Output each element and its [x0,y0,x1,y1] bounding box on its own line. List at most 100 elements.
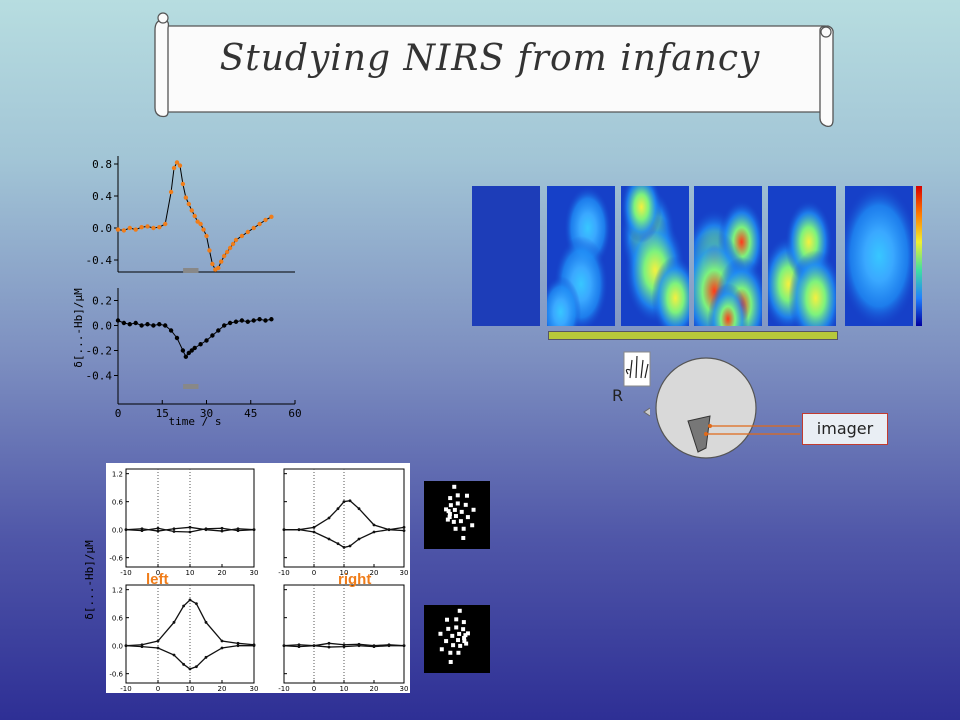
data-point [216,328,221,333]
data-point [163,323,168,328]
data-point [151,323,156,328]
y-tick-label: 1.2 [112,587,123,595]
data-point [172,530,176,533]
checker-cell [439,647,444,652]
checker-cell [452,507,457,512]
checker-cell [462,639,467,644]
checker-cell [465,515,470,520]
x-axis: 0 15 30 45 60 [115,388,302,420]
y-tick-label: -0.6 [109,555,123,563]
heatmap-frame [768,186,836,326]
data-point [402,525,406,529]
checker-cell [461,526,466,531]
data-point [357,537,361,541]
checker-cell [458,519,463,524]
y-tick-label: -0.4 [86,254,113,267]
data-point [220,526,224,530]
data-point [342,645,346,648]
data-point [201,227,206,232]
x-tick-label: 30 [200,407,213,420]
right-label: right [338,571,372,588]
checker-cell [470,523,475,528]
data-point [189,208,194,213]
data-point [216,265,221,271]
data-point [239,318,245,323]
page-title: Studying NIRS from infancy [219,38,761,79]
x-tick-label: 45 [244,407,257,420]
data-point [282,644,286,648]
data-point [180,348,186,353]
checker-cell [447,511,452,516]
y-tick-label: 0.0 [92,320,112,333]
x-tick-label: 20 [218,569,227,577]
data-point [312,530,316,534]
data-point [263,318,268,323]
data-point [182,662,185,666]
data-point [151,225,156,231]
x-tick-label: 30 [250,569,259,577]
data-point [172,653,176,657]
data-point [198,221,203,227]
checker-cell [462,635,467,640]
data-point [245,319,250,324]
head-side-label: R [612,386,624,405]
data-point [207,248,212,253]
grid-y-axis-title-wrap: δ[...-Hb]/μM [83,540,96,620]
data-point [121,228,127,233]
x-tick-label: 10 [340,569,349,577]
imager-label: imager [802,413,888,445]
data-point [327,645,331,649]
data-point [188,530,192,534]
checker-cell [453,526,458,531]
checkerboard-stimulus-right [424,605,490,673]
data-point [402,529,406,532]
checker-cell [454,625,459,630]
data-point [227,320,233,326]
checker-cell [457,608,462,613]
checkerboard-stimulus-left [424,481,490,549]
data-point [156,639,160,643]
checker-cell [446,509,451,514]
heatmap-frame [845,186,913,326]
data-point [115,227,121,232]
checker-cell [455,501,460,506]
checker-cell [461,627,466,632]
x-tick-label: 20 [370,685,379,693]
x-tick-label: -10 [120,685,131,693]
data-point [163,221,168,227]
data-point [186,201,191,207]
data-point [204,338,209,343]
data-point [127,225,132,231]
x-tick-label: 30 [400,569,409,577]
checker-cell [445,517,450,522]
data-point [251,225,256,231]
data-point [139,225,144,230]
data-point [157,225,162,230]
checker-cell [444,507,449,512]
heatmap-frame [472,186,540,326]
checker-cell [458,643,463,648]
data-point [133,320,138,326]
time-series-chart: 0.8 0.4 0.0 -0.4 0.2 0.0 -0.2 -0.4 0 15 30 45 60 t… [72,156,302,428]
checker-cell [448,650,453,655]
checker-cell [451,519,456,524]
data-point [342,500,346,504]
checker-cell [455,493,460,498]
checker-cell [471,507,476,512]
data-point [257,221,262,227]
data-point [336,542,340,546]
data-point [297,645,301,648]
data-point [357,507,361,511]
stimulus-marker [183,268,199,273]
data-point [239,233,245,239]
y-tick-label: 0.0 [92,222,112,235]
heatmap-frame [547,186,615,326]
hand-icon [625,355,649,379]
data-point [342,546,346,549]
data-point [195,219,200,224]
data-point [189,348,194,353]
checker-cell [445,617,450,622]
data-point [222,253,227,259]
checker-cell [459,509,464,514]
data-point [156,646,160,650]
